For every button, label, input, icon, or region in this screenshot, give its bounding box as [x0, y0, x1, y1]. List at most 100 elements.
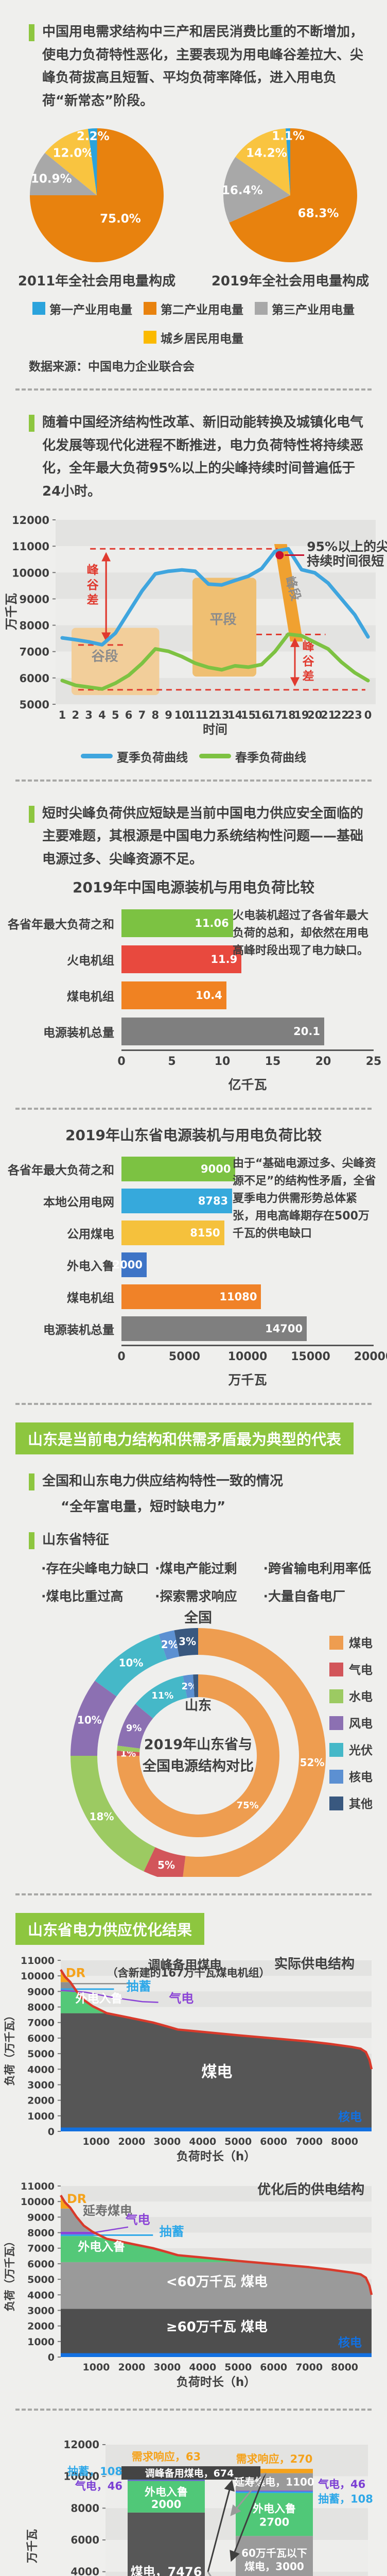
svg-text:10000: 10000 [12, 567, 49, 579]
svg-text:8000: 8000 [27, 2002, 55, 2013]
svg-text:7000: 7000 [27, 2243, 55, 2255]
pie-2011-block: 75.0% 10.9% 12.0% 2.2% 2011年全社会用电量构成 [0, 124, 194, 290]
hbar-note: 火电装机超过了各省年最大负荷的总和，却依然在用电高峰时段出现了电力缺口。 [233, 909, 369, 958]
svg-text:需求响应，270: 需求响应，270 [236, 2453, 313, 2465]
svg-text:2019年山东省与: 2019年山东省与 [144, 1736, 252, 1753]
svg-text:6000: 6000 [71, 2534, 99, 2546]
duration-chart-actual: 0 1000 2000 3000 4000 5000 6000 7000 8000 9000 100… [4, 1955, 373, 2163]
hbar: 14700 [121, 1316, 307, 1341]
svg-text:7: 7 [138, 709, 146, 721]
svg-text:抽蓄，108: 抽蓄，108 [67, 2465, 122, 2478]
svg-text:12.0%: 12.0% [52, 146, 94, 160]
svg-text:抽蓄，108: 抽蓄，108 [318, 2493, 373, 2505]
consistency-line1: 全国和山东电力供应结构特性一致的情况 [42, 1473, 284, 1489]
legend-swatch [81, 754, 113, 759]
svg-text:实际供电结构: 实际供电结构 [274, 1956, 355, 1972]
svg-text:负荷（万千瓦）: 负荷（万千瓦） [4, 2010, 16, 2086]
svg-text:21: 21 [321, 709, 336, 721]
hbar: 2000 [113, 1252, 147, 1277]
hbar-row: 各省年最大负荷之和 9000 [0, 1153, 374, 1185]
hbar-row: 外电入鲁 2000 [0, 1249, 374, 1281]
svg-text:11000: 11000 [12, 540, 49, 553]
svg-text:8000: 8000 [20, 619, 49, 632]
pie-2011-title: 2011年全社会用电量构成 [17, 273, 176, 289]
svg-text:≥60万千瓦 煤电: ≥60万千瓦 煤电 [166, 2320, 268, 2335]
svg-text:11000: 11000 [21, 2181, 55, 2192]
svg-text:气电，46: 气电，46 [318, 2478, 365, 2490]
legend-item: 春季负荷曲线 [199, 748, 306, 765]
svg-text:3000: 3000 [27, 2306, 55, 2317]
svg-text:4000: 4000 [71, 2566, 99, 2576]
legend-item: 夏季负荷曲线 [81, 748, 188, 765]
pie-legend: 第一产业用电量 第二产业用电量 第三产业用电量 城乡居民用电量 [0, 300, 387, 346]
hbar-row: 电源装机总量 20.1 [0, 1013, 374, 1049]
svg-text:负荷时长（h）: 负荷时长（h） [177, 2375, 256, 2389]
svg-text:23: 23 [347, 709, 362, 721]
svg-text:8000: 8000 [71, 2502, 99, 2515]
hbar-label: 本地公用电网 [43, 1195, 114, 1209]
svg-text:负荷（万千瓦）: 负荷（万千瓦） [4, 2236, 16, 2312]
svg-text:全国电源结构对比: 全国电源结构对比 [142, 1758, 254, 1774]
load-curve-legend: 夏季负荷曲线 春季负荷曲线 [0, 748, 387, 765]
feature-item: ·跨省输电利用率低 [263, 1561, 372, 1577]
features-grid: ·存在尖峰电力缺口 ·煤电产能过剩 ·跨省输电利用率低 ·煤电比重过高 ·探索需求响应 ·… [41, 1558, 372, 1605]
svg-text:4000: 4000 [189, 2362, 216, 2373]
hbar-label: 煤电机组 [67, 1291, 114, 1305]
feature-item: ·探索需求响应 [155, 1589, 237, 1604]
svg-text:调峰备用煤电: 调峰备用煤电 [148, 1958, 222, 1973]
legend-item: 城乡居民用电量 [144, 329, 243, 346]
svg-text:谷段: 谷段 [92, 648, 118, 664]
hbar-label: 公用煤电 [67, 1227, 114, 1241]
svg-text:12000: 12000 [63, 2438, 99, 2451]
hbar: 10.4 [121, 981, 226, 1009]
legend-label: 夏季负荷曲线 [117, 751, 188, 765]
green-bullet-bar [29, 414, 34, 432]
svg-text:抽蓄: 抽蓄 [160, 2225, 184, 2239]
svg-text:气电: 气电 [125, 2213, 150, 2227]
svg-text:万千瓦: 万千瓦 [4, 593, 19, 630]
hbar-label: 电源装机总量 [43, 1323, 114, 1337]
pie-2019-block: 68.3% 16.4% 14.2% 1.1% 2019年全社会用电量构成 [194, 124, 387, 290]
hbar-label: 各省年最大负荷之和 [8, 918, 114, 931]
legend-label: 第一产业用电量 [49, 303, 132, 317]
svg-text:时间: 时间 [203, 722, 227, 735]
svg-text:7000: 7000 [20, 646, 49, 658]
svg-text:14.2%: 14.2% [246, 146, 287, 160]
dashed-divider [15, 779, 372, 782]
svg-text:3000: 3000 [27, 2080, 55, 2091]
legend-label: 春季负荷曲线 [235, 751, 306, 765]
svg-text:DR: DR [67, 2192, 86, 2207]
legend-swatch [255, 302, 268, 315]
shandong-capacity-bar-chart: 各省年最大负荷之和 9000 本地公用电网 8783 公用煤电 8150 外电入鲁 2000 煤… [0, 1153, 387, 1388]
svg-text:优化后的供电结构: 优化后的供电结构 [257, 2182, 364, 2198]
svg-text:差: 差 [303, 669, 314, 683]
svg-text:14: 14 [227, 709, 242, 721]
green-bullet-bar [29, 1532, 34, 1549]
dashed-divider [15, 388, 372, 391]
hbar-unit: 亿千瓦 [228, 1077, 267, 1092]
svg-text:95%以上的尖峰: 95%以上的尖峰 [307, 539, 387, 554]
svg-text:延寿煤电: 延寿煤电 [82, 2204, 132, 2218]
svg-text:1000: 1000 [83, 2362, 110, 2373]
svg-text:10.9%: 10.9% [31, 172, 72, 185]
svg-text:5000: 5000 [27, 2274, 55, 2285]
svg-text:2: 2 [72, 709, 79, 721]
donut-comparison-chart: 52%5%18%10%10%2% 3%75%1%9%11%2%全国山东2019年山… [71, 1609, 373, 1884]
pie-chart-2019: 68.3% 16.4% 14.2% 1.1% [222, 128, 357, 262]
svg-text:7000: 7000 [27, 2018, 55, 2029]
svg-text:谷: 谷 [87, 579, 99, 592]
svg-text:2000: 2000 [118, 2136, 145, 2147]
svg-text:60万千瓦以下: 60万千瓦以下 [241, 2547, 307, 2560]
svg-text:13: 13 [214, 709, 229, 721]
svg-text:2%: 2% [182, 1681, 198, 1692]
svg-text:煤电，7476: 煤电，7476 [131, 2565, 202, 2576]
svg-text:9000: 9000 [27, 2212, 55, 2224]
svg-text:1000: 1000 [83, 2136, 110, 2147]
svg-text:4000: 4000 [27, 2290, 55, 2301]
svg-text:山东: 山东 [185, 1698, 212, 1714]
svg-text:6000: 6000 [260, 2362, 287, 2373]
svg-text:6000: 6000 [20, 672, 49, 685]
svg-text:6000: 6000 [27, 2033, 55, 2044]
legend-label: 第三产业用电量 [272, 303, 355, 317]
svg-text:9000: 9000 [27, 1987, 55, 1998]
